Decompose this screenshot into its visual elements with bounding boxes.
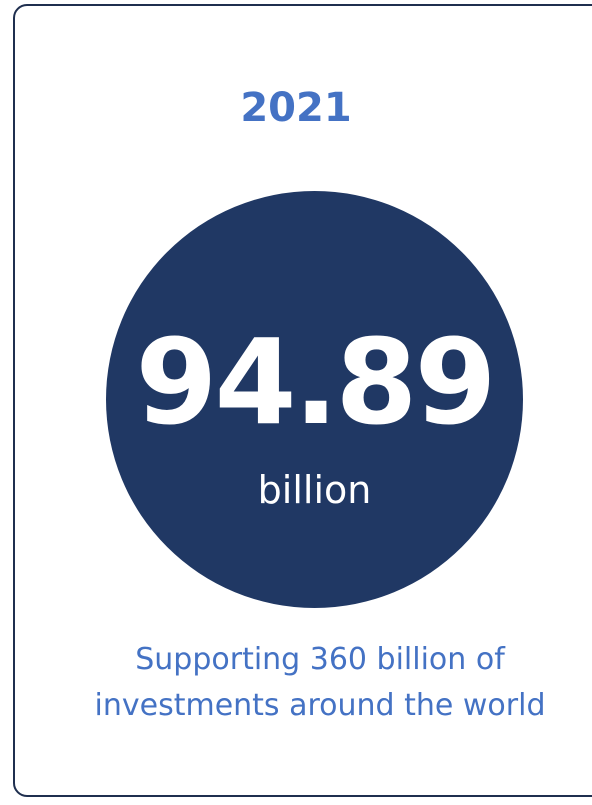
year-heading: 2021 xyxy=(240,85,352,131)
caption-line-2: investments around the world xyxy=(94,688,546,723)
stat-caption: Supporting 360 billion of investments ar… xyxy=(0,637,592,729)
stat-value: 94.89 xyxy=(135,313,496,451)
stat-circle xyxy=(106,191,523,608)
caption-line-1: Supporting 360 billion of xyxy=(135,642,505,677)
stat-unit: billion xyxy=(257,468,372,512)
